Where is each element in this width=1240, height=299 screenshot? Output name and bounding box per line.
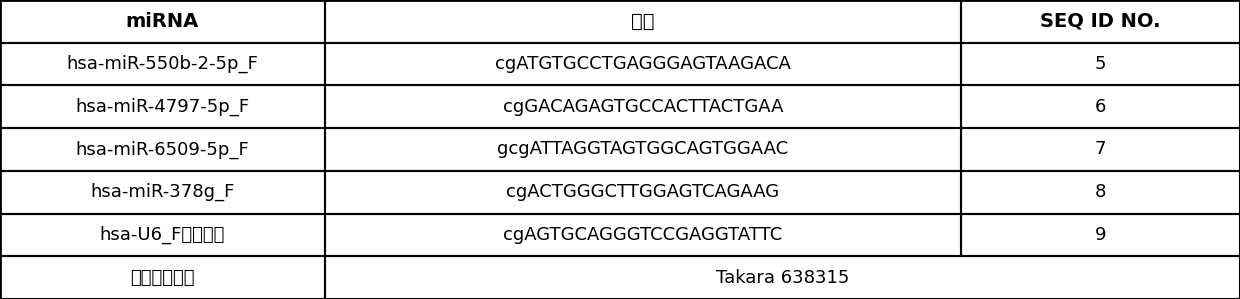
Bar xyxy=(0,43,325,86)
Bar xyxy=(0,256,325,299)
Text: 引物: 引物 xyxy=(631,12,655,31)
Bar xyxy=(961,43,1240,86)
Bar xyxy=(325,86,961,128)
Text: 6: 6 xyxy=(1095,98,1106,116)
Text: SEQ ID NO.: SEQ ID NO. xyxy=(1040,12,1161,31)
Text: 7: 7 xyxy=(1095,141,1106,158)
Bar xyxy=(961,0,1240,43)
Text: cgAGTGCAGGGTCCGAGGTATTC: cgAGTGCAGGGTCCGAGGTATTC xyxy=(503,226,782,244)
Text: hsa-miR-550b-2-5p_F: hsa-miR-550b-2-5p_F xyxy=(67,55,258,73)
Text: Takara 638315: Takara 638315 xyxy=(715,269,849,287)
Text: hsa-miR-6509-5p_F: hsa-miR-6509-5p_F xyxy=(76,140,249,159)
Bar xyxy=(0,213,325,256)
Bar xyxy=(325,128,961,171)
Text: 8: 8 xyxy=(1095,183,1106,201)
Text: 5: 5 xyxy=(1095,55,1106,73)
Text: hsa-miR-378g_F: hsa-miR-378g_F xyxy=(91,183,234,201)
Bar xyxy=(325,0,961,43)
Bar xyxy=(0,86,325,128)
Text: cgACTGGGCTTGGAGTCAGAAG: cgACTGGGCTTGGAGTCAGAAG xyxy=(506,183,780,201)
Bar xyxy=(325,43,961,86)
Text: cgATGTGCCTGAGGGAGTAAGACA: cgATGTGCCTGAGGGAGTAAGACA xyxy=(495,55,791,73)
Bar xyxy=(0,171,325,213)
Bar xyxy=(961,128,1240,171)
Bar xyxy=(325,213,961,256)
Bar xyxy=(961,213,1240,256)
Text: gcgATTAGGTAGTGGCAGTGGAAC: gcgATTAGGTAGTGGCAGTGGAAC xyxy=(497,141,789,158)
Bar xyxy=(325,171,961,213)
Bar xyxy=(0,128,325,171)
Text: miRNA: miRNA xyxy=(125,12,200,31)
Text: hsa-U6_F（内参）: hsa-U6_F（内参） xyxy=(99,226,226,244)
Bar xyxy=(961,171,1240,213)
Text: 9: 9 xyxy=(1095,226,1106,244)
Text: 反向通用引物: 反向通用引物 xyxy=(130,269,195,287)
Bar xyxy=(961,86,1240,128)
Bar xyxy=(0,0,325,43)
Text: hsa-miR-4797-5p_F: hsa-miR-4797-5p_F xyxy=(76,98,249,116)
Text: cgGACAGAGTGCCACTTACTGAA: cgGACAGAGTGCCACTTACTGAA xyxy=(502,98,784,116)
Bar xyxy=(325,256,1240,299)
